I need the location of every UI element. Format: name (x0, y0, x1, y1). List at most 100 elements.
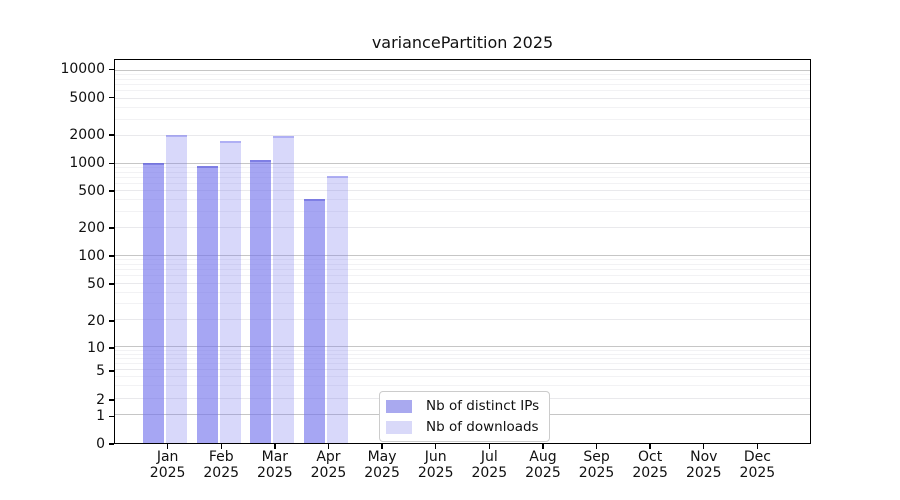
legend-item-downloads: Nb of downloads (386, 418, 539, 436)
legend-label: Nb of downloads (426, 419, 539, 435)
bar-downloads-jan (166, 134, 187, 443)
x-tick-label-jun: Jun 2025 (417, 449, 454, 481)
legend-item-distinct-ips: Nb of distinct IPs (386, 397, 539, 415)
gridline-6000 (115, 90, 810, 92)
gridline-8 (115, 353, 810, 355)
x-tick-sep (595, 444, 598, 449)
y-tick-10 (109, 347, 114, 349)
x-tick-label-sep: Sep 2025 (578, 449, 615, 481)
x-tick-jul (488, 444, 490, 449)
plot-area (114, 59, 811, 444)
gridline-200 (115, 227, 810, 229)
y-tick-2 (109, 399, 114, 401)
y-tick-5000 (109, 96, 114, 99)
gridline-700 (115, 177, 810, 179)
x-tick-label-oct: Oct 2025 (632, 449, 668, 481)
gridline-2000 (115, 134, 810, 136)
gridline-5 (115, 369, 810, 371)
gridline-5000 (115, 97, 810, 99)
gridline-6 (115, 363, 810, 365)
bar-ips-apr (303, 198, 325, 443)
x-tick-dec (756, 444, 759, 449)
bar-downloads-feb (219, 140, 241, 443)
gridline-70 (115, 269, 810, 271)
y-tick-label-2000: 2000 (69, 126, 105, 143)
bar-downloads-mar (273, 135, 295, 443)
x-tick-oct (649, 444, 651, 449)
bar-downloads-apr (326, 176, 348, 443)
bar-ips-jan (143, 162, 164, 443)
y-tick-0 (109, 443, 114, 445)
gridline-7 (115, 357, 810, 359)
y-tick-label-10: 10 (87, 339, 105, 356)
x-tick-label-feb: Feb 2025 (203, 449, 240, 481)
gridline-500 (115, 190, 810, 192)
chart-title: variancePartition 2025 (371, 33, 554, 52)
gridline-30 (115, 303, 810, 305)
gridline-4000 (115, 106, 810, 108)
y-tick-200 (109, 227, 114, 229)
x-tick-mar (274, 444, 276, 449)
gridline-10 (115, 346, 810, 348)
y-tick-label-200: 200 (78, 220, 105, 236)
x-tick-label-mar: Mar 2025 (257, 449, 293, 481)
gridline-900 (115, 167, 810, 169)
x-tick-label-jul: Jul 2025 (471, 449, 508, 481)
y-tick-1000 (109, 162, 114, 165)
y-tick-50 (109, 283, 114, 285)
y-tick-20 (109, 320, 114, 322)
y-tick-5 (109, 370, 114, 372)
x-tick-label-nov: Nov 2025 (685, 449, 722, 481)
gridline-400 (115, 199, 810, 201)
x-tick-label-jan: Jan 2025 (149, 449, 186, 481)
gridline-50 (115, 282, 810, 284)
x-tick-may (381, 444, 383, 449)
y-tick-label-5000: 5000 (69, 89, 105, 106)
gridline-300 (115, 210, 810, 212)
y-tick-label-20: 20 (87, 312, 105, 329)
x-tick-label-aug: Aug 2025 (525, 449, 561, 481)
gridline-90 (115, 259, 810, 261)
legend-swatch (386, 420, 412, 434)
y-tick-label-1: 1 (96, 408, 105, 425)
legend: Nb of distinct IPs Nb of downloads (379, 391, 551, 442)
x-tick-nov (703, 444, 705, 449)
x-tick-label-may: May 2025 (364, 449, 400, 481)
gridline-9000 (115, 74, 810, 76)
x-tick-label-dec: Dec 2025 (739, 449, 776, 481)
gridline-1000 (115, 163, 810, 165)
gridline-80 (115, 263, 810, 265)
x-tick-label-apr: Apr 2025 (310, 449, 347, 481)
legend-swatch (386, 399, 412, 413)
gridline-100 (115, 254, 810, 256)
y-tick-label-50: 50 (87, 275, 105, 292)
bar-ips-mar (250, 160, 272, 443)
y-tick-500 (109, 190, 114, 192)
gridline-4 (115, 376, 810, 378)
gridline-8000 (115, 78, 810, 80)
gridline-3000 (115, 118, 810, 120)
gridline-9 (115, 349, 810, 351)
y-tick-1 (109, 415, 114, 417)
gridline-10000 (115, 69, 810, 71)
y-tick-label-5: 5 (96, 363, 105, 379)
y-tick-10000 (109, 68, 114, 70)
x-tick-feb (220, 444, 222, 449)
gridline-20 (115, 319, 810, 321)
gridline-800 (115, 171, 810, 173)
y-tick-label-0: 0 (96, 436, 105, 452)
bar-ips-feb (196, 166, 218, 443)
x-tick-apr (327, 444, 330, 449)
y-tick-label-2: 2 (96, 391, 105, 408)
y-tick-label-10000: 10000 (60, 61, 105, 78)
y-tick-100 (109, 255, 114, 257)
gridline-7000 (115, 84, 810, 86)
y-tick-label-100: 100 (78, 248, 105, 264)
gridline-60 (115, 275, 810, 277)
gridline-600 (115, 183, 810, 185)
gridline-3 (115, 385, 810, 387)
legend-label: Nb of distinct IPs (426, 398, 540, 414)
y-tick-label-500: 500 (78, 183, 105, 200)
y-tick-2000 (109, 134, 114, 136)
